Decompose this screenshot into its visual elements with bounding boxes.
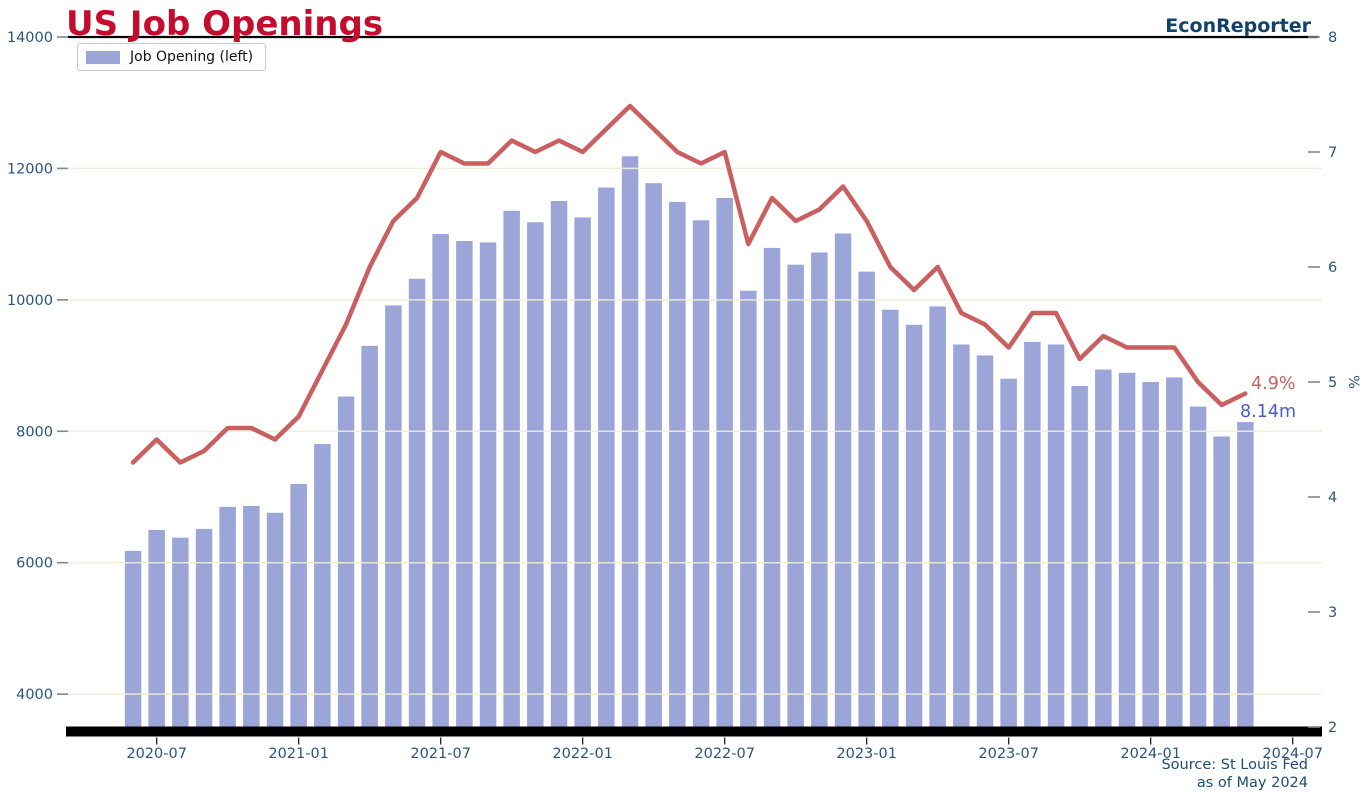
left-tick-label-8000: 8000	[16, 424, 53, 440]
x-tick-label-2020-07: 2020-07	[126, 746, 187, 762]
bar-2022-11	[811, 252, 828, 727]
bar-2022-01	[574, 217, 591, 727]
bar-2020-12	[266, 512, 284, 727]
left-tick-label-4000: 4000	[16, 687, 53, 703]
bar-2023-10	[1071, 385, 1088, 727]
bar-2023-01	[858, 271, 875, 727]
bar-2023-09	[1047, 344, 1065, 727]
bar-2023-02	[882, 309, 899, 727]
x-tick-label-2024-01: 2024-01	[1120, 746, 1181, 762]
x-tick-label-2022-07: 2022-07	[694, 746, 755, 762]
x-tick-label-2023-01: 2023-01	[836, 746, 897, 762]
bar-2024-04	[1213, 436, 1230, 727]
source-line-1: Source: St Louis Fed	[1161, 757, 1308, 773]
bar-2024-01	[1142, 382, 1159, 727]
x-tick-label-2021-01: 2021-01	[268, 746, 329, 762]
rate-annotation: 4.9%	[1251, 374, 1296, 394]
bar-2023-03	[905, 324, 923, 727]
right-tick-label-5: 5	[1328, 375, 1337, 391]
right-tick-label-2: 2	[1328, 720, 1337, 736]
bar-2022-08	[740, 290, 757, 727]
bar-2023-04	[929, 306, 946, 727]
left-tick-label-14000: 14000	[7, 30, 53, 46]
bar-2020-07	[148, 529, 165, 727]
source-note: Source: St Louis Fed as of May 2024	[1161, 756, 1308, 792]
bar-2021-04	[361, 345, 378, 727]
bar-2020-08	[172, 537, 189, 727]
rate-line	[130, 103, 1248, 465]
bar-2024-05	[1237, 422, 1254, 727]
source-line-2: as of May 2024	[1196, 775, 1308, 791]
openings-annotation: 8.14m	[1240, 402, 1297, 422]
page-title: US Job Openings	[66, 4, 384, 44]
bar-2023-12	[1118, 372, 1136, 727]
bar-2022-07	[716, 198, 733, 727]
bar-2021-03	[337, 396, 355, 727]
bar-2022-02	[598, 187, 615, 727]
bar-2022-05	[669, 201, 686, 727]
bar-2023-08	[1024, 341, 1041, 727]
bar-2020-09	[195, 528, 213, 727]
right-axis-unit-label: %	[1345, 375, 1361, 389]
bar-2024-03	[1189, 406, 1207, 727]
right-tick-label-6: 6	[1328, 260, 1337, 276]
bar-2021-01	[290, 483, 307, 727]
bar-2021-07	[432, 234, 449, 727]
left-tick-label-10000: 10000	[7, 293, 53, 309]
bar-2023-05	[953, 344, 970, 727]
x-tick-label-2023-07: 2023-07	[978, 746, 1039, 762]
bar-2020-11	[243, 505, 260, 727]
brand-logo-text: EconReporter	[1165, 15, 1311, 37]
right-tick-label-7: 7	[1328, 145, 1337, 161]
bar-2022-06	[692, 220, 710, 728]
right-tick-label-8: 8	[1328, 30, 1337, 46]
bar-2020-10	[219, 506, 236, 727]
bar-2022-12	[834, 233, 852, 727]
bar-2021-06	[408, 278, 426, 727]
legend-swatch-icon	[86, 50, 120, 64]
bar-2022-03	[621, 156, 639, 728]
x-tick-label-2024-07: 2024-07	[1262, 746, 1323, 762]
bar-2021-08	[456, 241, 473, 727]
x-tick-label-2021-07: 2021-07	[410, 746, 471, 762]
bar-2021-05	[385, 305, 402, 727]
bar-2021-11	[527, 222, 544, 728]
bar-2023-11	[1095, 369, 1112, 727]
legend-label: Job Opening (left)	[130, 49, 254, 65]
x-axis-bar	[66, 726, 1322, 737]
bar-2023-06	[976, 355, 994, 727]
bar-2023-07	[1000, 378, 1017, 727]
bar-2022-10	[787, 264, 804, 727]
bar-2021-12	[550, 201, 568, 727]
bar-2024-02	[1166, 377, 1183, 727]
x-tick-label-2022-01: 2022-01	[552, 746, 613, 762]
bar-2022-09	[763, 247, 781, 727]
bar-2021-02	[314, 444, 331, 727]
bar-2020-06	[124, 550, 142, 727]
left-tick-label-6000: 6000	[16, 556, 53, 572]
right-tick-label-4: 4	[1328, 490, 1337, 506]
bar-2021-10	[503, 210, 520, 728]
bar-2021-09	[479, 242, 497, 727]
left-tick-label-12000: 12000	[7, 161, 53, 177]
right-tick-label-3: 3	[1328, 605, 1337, 621]
bar-2022-04	[645, 183, 662, 727]
legend-box: Job Opening (left)	[77, 43, 267, 71]
